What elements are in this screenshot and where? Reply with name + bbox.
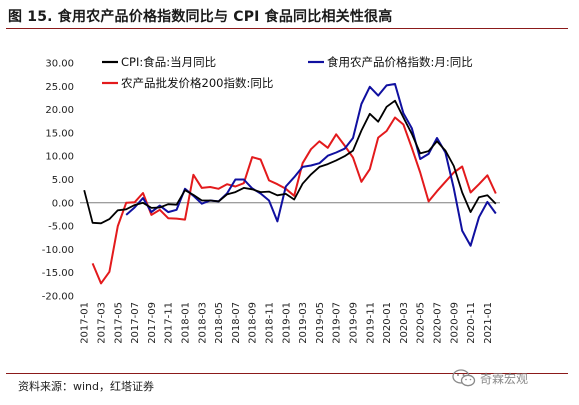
y-tick-label: 5.00: [52, 175, 74, 186]
x-tick-label: 2017-01: [80, 302, 91, 344]
x-tick-label: 2021-01: [483, 302, 494, 344]
x-tick-label: 2018-07: [231, 302, 242, 344]
x-tick-label: 2017-03: [97, 302, 108, 344]
x-tick-label: 2020-01: [382, 302, 393, 344]
legend-label: 食用农产品价格指数:月:同比: [327, 55, 473, 69]
x-tick-label: 2019-09: [349, 302, 360, 344]
x-tick-label: 2020-11: [466, 302, 477, 344]
y-tick-label: 20.00: [45, 105, 74, 116]
x-tick-label: 2019-05: [315, 302, 326, 344]
x-tick-label: 2019-07: [332, 302, 343, 344]
y-tick-label: -10.00: [42, 245, 74, 256]
x-tick-label: 2019-03: [298, 302, 309, 344]
y-tick-label: -15.00: [42, 268, 74, 279]
y-tick-label: 25.00: [45, 82, 74, 93]
series-line-1: [125, 83, 497, 247]
y-tick-label: 30.00: [45, 59, 74, 70]
series-lines: [83, 83, 497, 285]
y-tick-label: -20.00: [42, 292, 74, 303]
x-tick-label: 2018-03: [197, 302, 208, 344]
y-tick-label: 0.00: [52, 198, 74, 209]
x-tick-label: 2019-11: [365, 302, 376, 344]
legend-label: 农产品批发价格200指数:同比: [121, 76, 273, 90]
bottom-rule: [6, 373, 568, 374]
source-note: 资料来源：wind，红塔证券: [18, 380, 155, 393]
x-tick-label: 2017-09: [147, 302, 158, 344]
wechat-icon: [452, 369, 476, 387]
x-tick-label: 2018-05: [214, 302, 225, 344]
title-rule: [6, 28, 568, 29]
series-line-0: [83, 99, 497, 225]
x-tick-label: 2017-11: [164, 302, 175, 344]
x-tick-label: 2017-05: [113, 302, 124, 344]
watermark-text: 奇霖宏观: [480, 371, 529, 386]
y-tick-label: 15.00: [45, 128, 74, 139]
watermark: 奇霖宏观: [452, 369, 528, 387]
x-tick-label: 2020-07: [433, 302, 444, 344]
legend-label: CPI:食品:当月同比: [121, 55, 216, 69]
x-tick-label: 2019-01: [281, 302, 292, 344]
x-tick-label: 2017-07: [130, 302, 141, 344]
x-tick-label: 2020-09: [449, 302, 460, 344]
y-tick-label: -5.00: [48, 222, 74, 233]
axes: 30.00 25.00 20.00 15.00 10.00 5.00 0.00 -5.00 -1…: [42, 59, 500, 344]
y-tick-label: 10.00: [45, 152, 74, 163]
x-tick-label: 2018-11: [265, 302, 276, 344]
x-tick-label: 2018-09: [248, 302, 259, 344]
figure-title: 图 15. 食用农产品价格指数同比与 CPI 食品同比相关性很高: [8, 9, 393, 25]
x-tick-label: 2020-05: [416, 302, 427, 344]
x-tick-label: 2018-01: [181, 302, 192, 344]
x-tick-label: 2020-03: [399, 302, 410, 344]
series-line-2: [91, 116, 497, 285]
